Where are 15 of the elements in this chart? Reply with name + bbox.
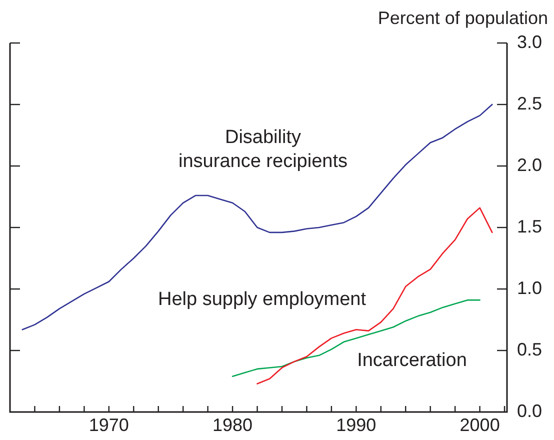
x-tick-label: 2000 bbox=[460, 414, 500, 435]
y-axis-title: Percent of population bbox=[378, 8, 548, 28]
series-label: Help supply employment bbox=[158, 289, 367, 310]
y-tick-label: 0.0 bbox=[517, 400, 542, 421]
y-tick-label: 0.5 bbox=[517, 339, 542, 360]
y-tick-label: 2.5 bbox=[517, 93, 542, 114]
y-tick-label: 1.0 bbox=[517, 278, 542, 298]
series-label: Incarceration bbox=[357, 350, 467, 371]
x-tick-label: 1980 bbox=[212, 414, 253, 435]
y-tick-label: 1.5 bbox=[517, 216, 542, 236]
series-label: Disability insurance recipients bbox=[178, 127, 348, 172]
x-tick-label: 1990 bbox=[336, 414, 376, 435]
x-tick-label: 1970 bbox=[88, 414, 129, 435]
y-tick-label: 3.0 bbox=[517, 32, 542, 52]
y-tick-label: 2.0 bbox=[517, 154, 542, 175]
